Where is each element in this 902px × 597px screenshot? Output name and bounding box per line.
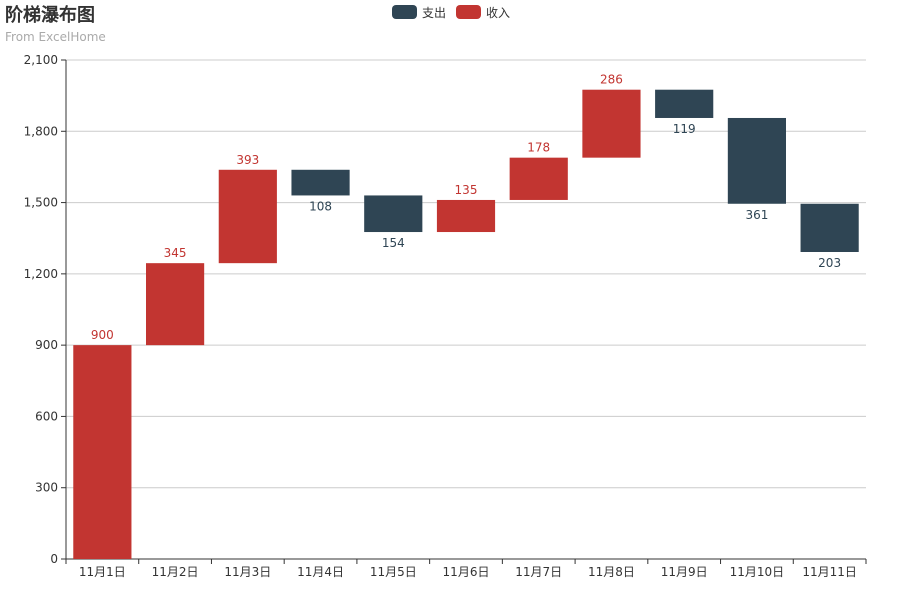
bar-income xyxy=(218,169,277,264)
x-tick-label: 11月9日 xyxy=(661,565,708,579)
x-tick-label: 11月4日 xyxy=(297,565,344,579)
bar-income xyxy=(146,263,205,346)
legend-swatch-expense xyxy=(392,5,417,19)
x-tick-label: 11月2日 xyxy=(152,565,199,579)
x-tick-label: 11月5日 xyxy=(370,565,417,579)
x-tick-label: 11月8日 xyxy=(588,565,635,579)
data-label-income: 393 xyxy=(236,153,259,167)
legend-label-expense: 支出 xyxy=(422,5,447,20)
bar-expense xyxy=(655,89,714,118)
data-label-expense: 203 xyxy=(818,256,841,270)
y-tick-label: 900 xyxy=(35,338,58,352)
data-label-expense: 154 xyxy=(382,236,405,250)
y-tick-label: 1,800 xyxy=(24,124,58,138)
data-label-income: 178 xyxy=(527,141,550,155)
bar-income xyxy=(509,157,568,200)
bar-income xyxy=(73,345,132,559)
legend-swatch-income xyxy=(456,5,482,19)
x-tick-label: 11月1日 xyxy=(79,565,126,579)
x-tick-label: 11月3日 xyxy=(224,565,271,579)
legend-label-income: 收入 xyxy=(486,5,511,20)
data-label-income: 345 xyxy=(164,246,187,260)
data-label-expense: 119 xyxy=(673,122,696,136)
legend-item-expense[interactable]: 支出 xyxy=(392,4,446,21)
data-label-expense: 361 xyxy=(745,208,768,222)
bar-expense xyxy=(800,203,859,252)
data-label-income: 286 xyxy=(600,73,623,87)
bar-income xyxy=(582,89,641,158)
x-tick-label: 11月10日 xyxy=(730,565,785,579)
bar-expense xyxy=(727,117,786,204)
chart-subtitle: From ExcelHome xyxy=(5,30,106,44)
y-tick-label: 600 xyxy=(35,409,58,423)
y-tick-label: 300 xyxy=(35,481,58,495)
y-tick-label: 1,500 xyxy=(24,196,58,210)
chart-title: 阶梯瀑布图 xyxy=(5,5,95,26)
bar-expense xyxy=(291,169,350,196)
x-tick-label: 11月7日 xyxy=(515,565,562,579)
y-tick-label: 2,100 xyxy=(24,53,58,67)
data-label-income: 900 xyxy=(91,328,114,342)
bar-expense xyxy=(364,195,423,233)
y-tick-label: 1,200 xyxy=(24,267,58,281)
data-label-income: 135 xyxy=(455,183,478,197)
legend: 支出 收入 xyxy=(392,4,510,20)
legend-item-income[interactable]: 收入 xyxy=(456,4,510,21)
data-label-expense: 108 xyxy=(309,199,332,213)
x-tick-label: 11月11日 xyxy=(802,565,857,579)
x-tick-label: 11月6日 xyxy=(443,565,490,579)
y-tick-label: 0 xyxy=(50,552,58,566)
bar-income xyxy=(436,199,496,233)
